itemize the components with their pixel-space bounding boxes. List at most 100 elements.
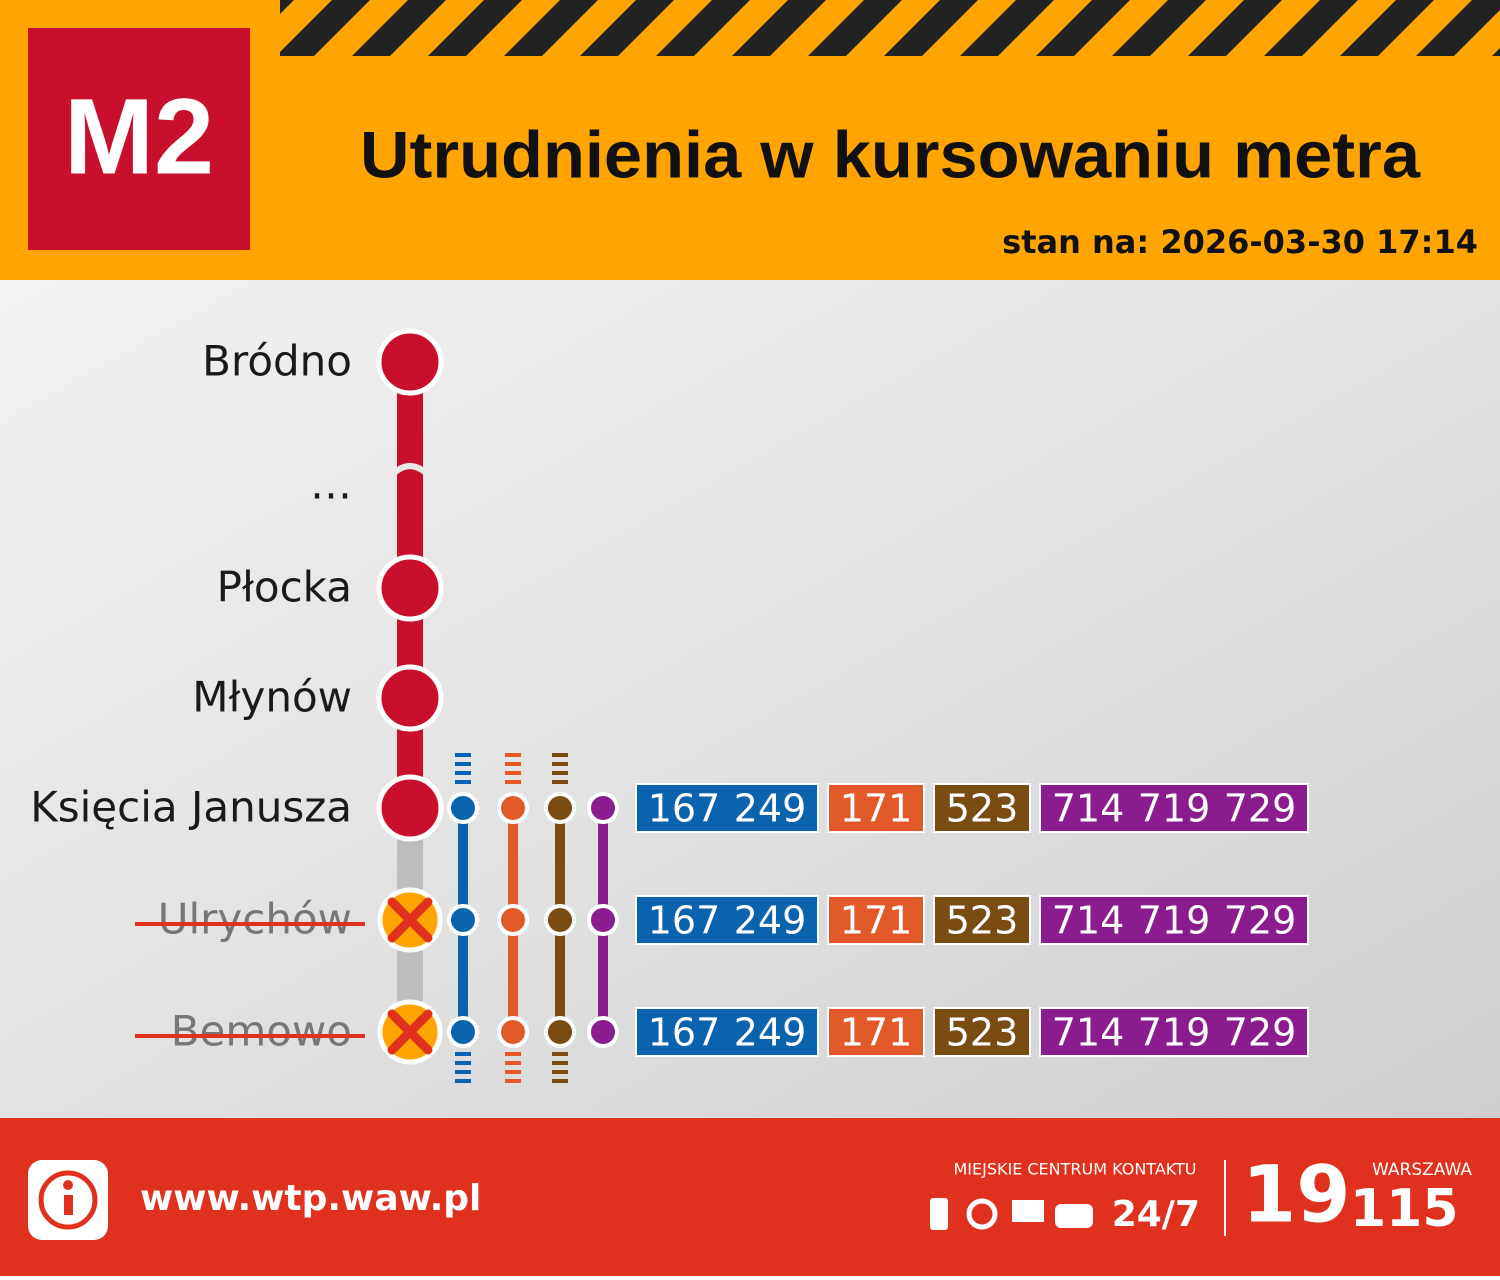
bus-line: 523 [946,899,1019,943]
bus-line: 249 [734,787,807,831]
bus-line: 714 [1052,1011,1125,1055]
bus-line: 719 [1138,899,1211,943]
bus-box [933,783,1031,833]
bus-box [933,1007,1031,1057]
bus-line: 523 [946,1011,1019,1055]
bus-line: 523 [946,787,1019,831]
bus-dash [455,771,471,775]
bus-line: 167 [648,899,721,943]
email-icon [966,1198,998,1230]
bus-dash [505,1061,521,1065]
number-small: 115 [1350,1179,1459,1239]
bus-box [933,895,1031,945]
station-name: Płocka [217,563,352,612]
status: stan na: 2026-03-30 17:14 [1002,223,1478,261]
bus-stop [544,1016,576,1048]
ellipsis: … [310,460,352,509]
bus-box [635,1007,819,1057]
stripe [1264,0,1358,56]
bus-line: 719 [1138,787,1211,831]
stripe [1036,0,1130,56]
bus-line: 714 [1052,899,1125,943]
bus-dash [552,780,568,784]
bus-dash [552,1079,568,1083]
city: WARSZAWA [1372,1160,1472,1180]
bus-stop [544,904,576,936]
bus-line: 729 [1224,1011,1297,1055]
bus-dash [552,771,568,775]
bus-stop [447,1016,479,1048]
stripe [656,0,750,56]
closed-x [387,897,433,943]
bus-line: 729 [1224,899,1297,943]
bus-stop [587,904,619,936]
bus-dash [552,753,568,757]
bus-dash [455,1070,471,1074]
bus-dash [505,780,521,784]
stripe [1416,0,1500,56]
bus-box [827,895,925,945]
contact-icons [930,1198,1093,1230]
bus-box [827,783,925,833]
bus-line: 167 [648,1011,721,1055]
station-name: Bemowo [171,1007,352,1056]
bus-dash [552,1070,568,1074]
bus-dash [505,753,521,757]
stripe [352,0,446,56]
bus-dash [455,753,471,757]
bus-dash [552,1061,568,1065]
bus-stop [447,792,479,824]
bus-box [1039,895,1309,945]
bus-stop [587,792,619,824]
bus-dash [455,1079,471,1083]
closed-x [387,1009,433,1055]
stripe [1492,48,1500,56]
bus-dash [505,771,521,775]
stripe [960,0,1054,56]
stripe [732,0,826,56]
phone-icon [930,1198,948,1230]
bus-line: 171 [840,787,913,831]
telephone-icon [1055,1204,1093,1228]
bus-dash [505,1079,521,1083]
stripe [428,0,522,56]
station [376,554,444,622]
station-name: Bródno [202,337,352,386]
bus-box [635,783,819,833]
bus-box [635,895,819,945]
info-icon-dot [63,1180,73,1190]
computer-icon [1012,1200,1044,1222]
badge-text: M2 [64,76,214,197]
bus-line: 729 [1224,787,1297,831]
stripe [1340,0,1434,56]
stripe [580,0,674,56]
diagram: Bródno … Płocka Młynów Księcia Janusza 167 249… [30,328,1309,1083]
bus-dash [455,1061,471,1065]
station-name: Ulrychów [158,895,352,944]
bus-box [827,1007,925,1057]
bus-stop [544,792,576,824]
station [376,664,444,732]
bus-line: 714 [1052,787,1125,831]
stripe [1188,0,1282,56]
bus-stop [497,1016,529,1048]
bus-line: 249 [734,899,807,943]
bus-dash [455,1052,471,1056]
hours: 24/7 [1112,1194,1200,1235]
bus-line: 249 [734,1011,807,1055]
bus-stop [497,904,529,936]
track-break [392,463,428,476]
info-icon-ring [38,1170,98,1230]
stripe [884,0,978,56]
station [376,774,444,842]
bus-dash [552,762,568,766]
station-name: Księcia Janusza [30,783,352,832]
bus-dash [455,780,471,784]
bus-line: 171 [840,899,913,943]
stripe [504,0,598,56]
stripe [1112,0,1206,56]
bus-line: 171 [840,1011,913,1055]
footer-bg [0,1118,1500,1276]
url: www.wtp.waw.pl [140,1178,481,1219]
